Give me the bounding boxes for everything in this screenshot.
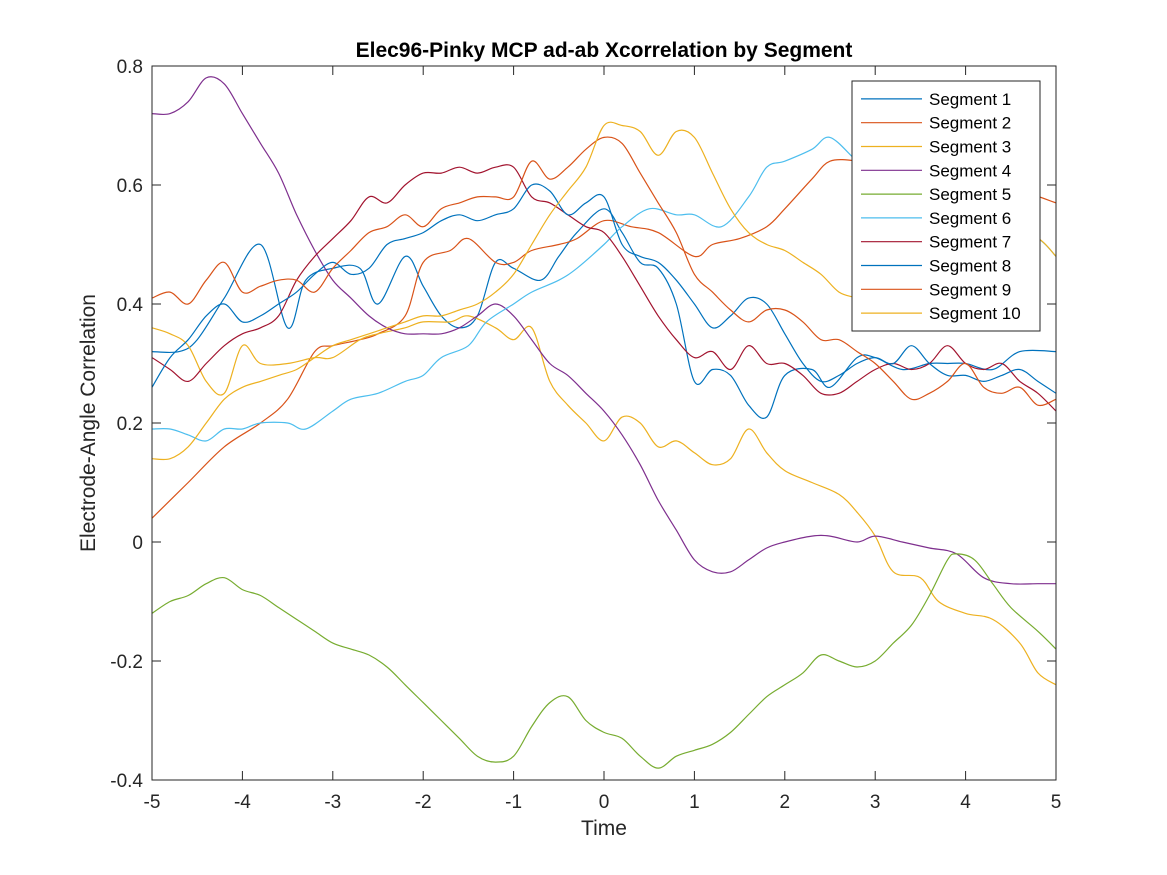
- series-line-segment-8: [152, 183, 1056, 394]
- chart-title: Elec96-Pinky MCP ad-ab Xcorrelation by S…: [356, 39, 853, 62]
- y-tick-label: 0.8: [117, 57, 143, 78]
- series-line-segment-3: [152, 315, 1056, 686]
- x-tick-label: -3: [324, 792, 341, 813]
- x-tick-label: -1: [505, 792, 522, 813]
- series-line-segment-9: [152, 136, 1056, 407]
- x-tick-label: 2: [780, 792, 791, 813]
- y-tick-label: 0.6: [117, 176, 143, 197]
- y-tick-label: -0.2: [110, 652, 143, 673]
- x-tick-label: -5: [144, 792, 161, 813]
- legend-label-segment-3: Segment 3: [929, 138, 1011, 157]
- x-tick-label: -4: [234, 792, 251, 813]
- x-tick-label: 3: [870, 792, 881, 813]
- x-tick-label: 0: [599, 792, 610, 813]
- legend-label-segment-9: Segment 9: [929, 280, 1011, 299]
- series-line-segment-5: [152, 553, 1056, 769]
- x-tick-label: 5: [1051, 792, 1062, 813]
- x-axis: -5 -4 -3 -2 -1 0 1 2 3 4 5: [144, 66, 1062, 813]
- x-tick-label: 1: [689, 792, 700, 813]
- series-line-segment-7: [152, 164, 1056, 412]
- legend-label-segment-7: Segment 7: [929, 233, 1011, 252]
- x-axis-label: Time: [581, 817, 627, 840]
- y-tick-label: 0: [132, 533, 143, 554]
- y-tick-label: 0.4: [117, 295, 144, 316]
- legend-label-segment-8: Segment 8: [929, 257, 1011, 276]
- y-axis: -0.4 -0.2 0 0.2 0.4 0.6 0.8: [110, 57, 1056, 792]
- y-axis-label: Electrode-Angle Correlation: [77, 294, 100, 552]
- legend-label-segment-5: Segment 5: [929, 185, 1011, 204]
- legend-label-segment-1: Segment 1: [929, 90, 1011, 109]
- legend-label-segment-6: Segment 6: [929, 209, 1011, 228]
- x-tick-label: -2: [415, 792, 432, 813]
- legend-label-segment-10: Segment 10: [929, 304, 1021, 323]
- legend-label-segment-4: Segment 4: [929, 161, 1011, 180]
- legend-label-segment-2: Segment 2: [929, 114, 1011, 133]
- series-line-segment-4: [152, 76, 1056, 585]
- x-tick-label: 4: [960, 792, 971, 813]
- y-tick-label: -0.4: [110, 771, 143, 792]
- y-tick-label: 0.2: [117, 414, 143, 435]
- legend: Segment 1 Segment 2 Segment 3 Segment 4 Segm…: [851, 80, 1041, 332]
